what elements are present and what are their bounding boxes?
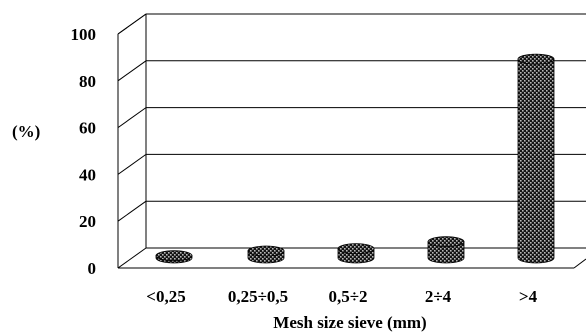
x-tick-labels: <0,25 0,25÷0,5 0,5÷2 2÷4 >4 (146, 287, 537, 306)
y-tick-label: 100 (71, 25, 97, 44)
y-tick-label: 60 (79, 119, 96, 138)
bar (155, 250, 193, 264)
bar (247, 245, 285, 264)
gridline (117, 60, 586, 82)
y-axis-label: (%) (12, 122, 40, 141)
y-tick-label: 40 (79, 165, 96, 184)
x-tick-label: >4 (519, 287, 538, 306)
bars (155, 53, 555, 264)
x-axis-label: Mesh size sieve (mm) (273, 313, 426, 332)
y-tick-label: 80 (79, 72, 96, 91)
gridline (117, 200, 586, 222)
bar (517, 53, 555, 264)
floor-right-edge (573, 258, 586, 269)
bar (337, 243, 375, 264)
y-tick-label: 0 (88, 259, 97, 278)
bar (427, 236, 465, 264)
y-tick-label: 20 (79, 212, 96, 231)
y-tick-labels: 0 20 40 60 80 100 (71, 25, 97, 278)
gridline (117, 107, 586, 129)
chart-frame (117, 13, 586, 269)
x-tick-label: <0,25 (146, 287, 185, 306)
x-tick-label: 0,25÷0,5 (228, 287, 288, 306)
x-tick-label: 0,5÷2 (328, 287, 367, 306)
gridline (117, 13, 586, 35)
gridlines (117, 13, 586, 269)
gridline (117, 153, 586, 175)
x-tick-label: 2÷4 (425, 287, 452, 306)
